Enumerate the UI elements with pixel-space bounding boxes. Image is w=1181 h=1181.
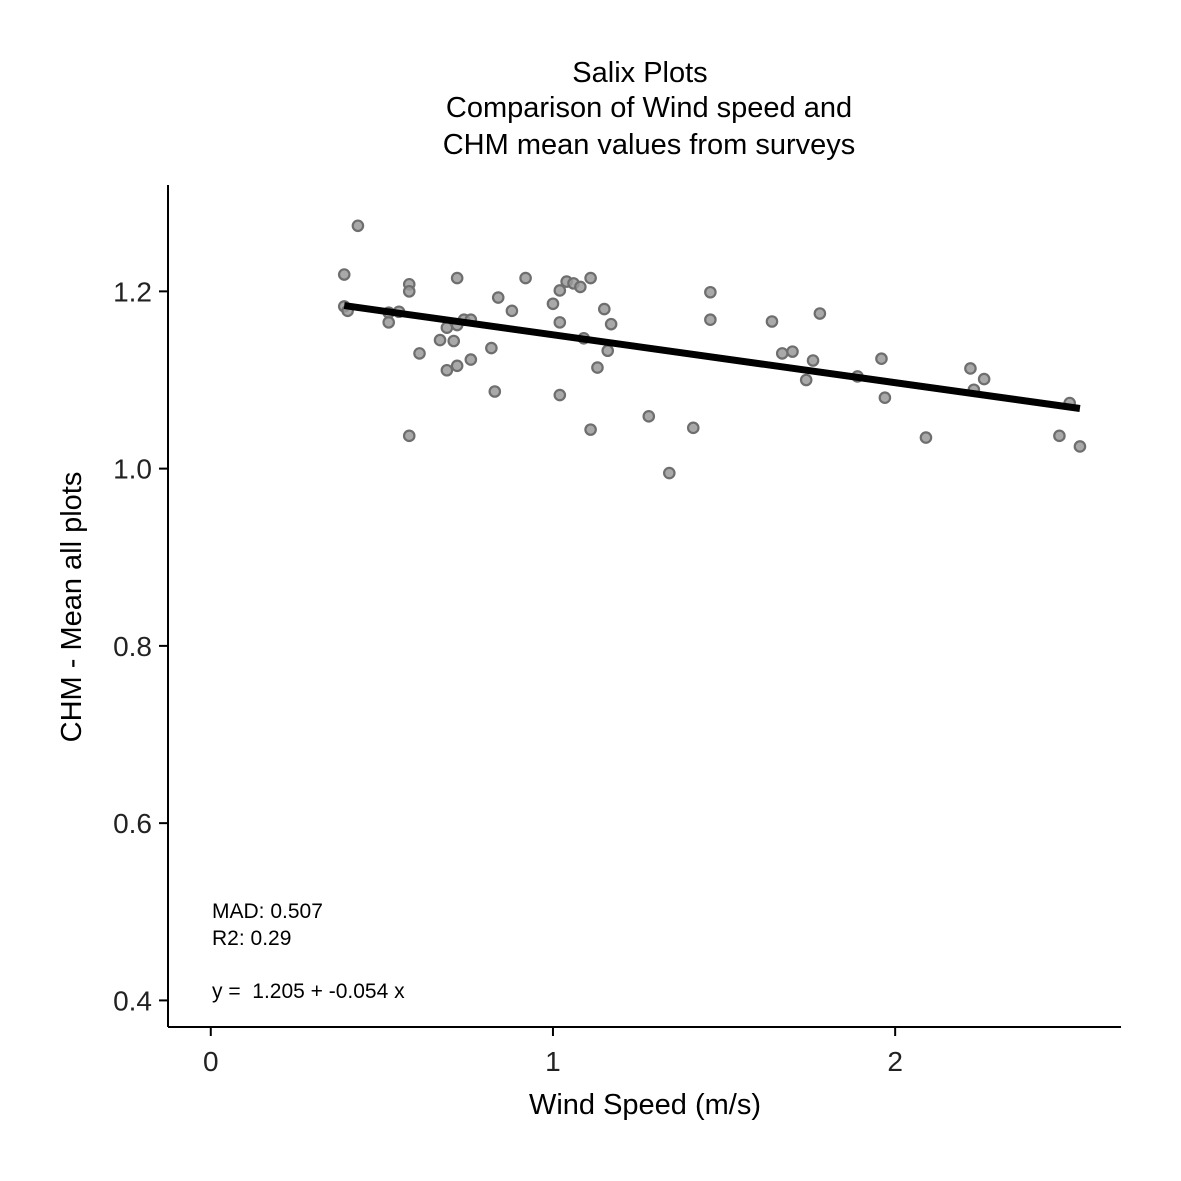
data-point <box>704 313 717 327</box>
x-tick-label: 2 <box>887 1046 903 1077</box>
data-point <box>337 268 351 281</box>
data-point <box>875 352 888 366</box>
data-point <box>584 423 597 436</box>
y-tick-label: 1.2 <box>113 276 152 307</box>
data-point <box>440 321 454 334</box>
data-point <box>433 333 447 347</box>
x-tick-label: 1 <box>545 1046 561 1077</box>
data-point <box>964 362 977 375</box>
data-point <box>382 316 396 329</box>
data-point <box>919 431 933 444</box>
data-point <box>505 304 519 318</box>
x-tick-label: 0 <box>203 1046 219 1077</box>
chart-title: Salix Plots Comparison of Wind speed and… <box>443 57 856 161</box>
data-point <box>977 372 991 386</box>
data-point <box>447 334 461 348</box>
data-point <box>601 344 615 358</box>
data-point <box>413 347 426 360</box>
data-point <box>574 280 587 294</box>
data-point <box>1053 429 1066 443</box>
data-point <box>402 285 416 298</box>
data-point <box>878 391 892 405</box>
equation-annotation: y = 1.205 + -0.054 x <box>212 980 405 1003</box>
data-point <box>402 429 416 443</box>
data-point <box>604 317 618 331</box>
data-point <box>686 421 700 435</box>
chart-title-line-1: Salix Plots <box>572 57 707 89</box>
x-axis-label: Wind Speed (m/s) <box>529 1089 761 1121</box>
y-tick-label: 0.6 <box>113 808 152 839</box>
data-point <box>1073 440 1087 453</box>
data-point <box>351 219 365 233</box>
data-point <box>775 347 789 360</box>
data-point <box>519 271 532 285</box>
data-point <box>488 385 502 398</box>
data-point <box>491 291 505 304</box>
data-point <box>591 361 604 374</box>
data-point <box>553 284 567 297</box>
data-point <box>546 297 560 311</box>
data-point <box>553 388 567 402</box>
data-point <box>786 345 799 358</box>
y-tick-label: 1.0 <box>113 454 152 485</box>
r2-annotation: R2: 0.29 <box>212 927 291 950</box>
regression-line <box>343 302 1081 412</box>
chart-title-line-3: CHM mean values from surveys <box>443 129 856 161</box>
mad-annotation: MAD: 0.507 <box>212 900 323 923</box>
y-axis-label: CHM - Mean all plots <box>56 472 88 743</box>
data-point <box>765 315 779 328</box>
stats-annotation: MAD: 0.507 R2: 0.29 y = 1.205 + -0.054 x <box>212 900 405 1003</box>
data-point <box>450 359 464 373</box>
data-point <box>642 410 656 423</box>
data-point <box>704 285 717 299</box>
data-point <box>813 307 827 320</box>
data-point <box>485 341 498 355</box>
regression-line-group <box>343 302 1081 412</box>
data-point <box>799 373 813 387</box>
data-point <box>597 302 611 316</box>
y-tick-label: 0.8 <box>113 631 152 662</box>
data-point <box>440 363 454 377</box>
data-point <box>663 466 676 480</box>
data-point <box>806 354 820 367</box>
data-point <box>584 271 597 285</box>
data-point <box>553 316 567 329</box>
y-tick-label: 0.4 <box>113 985 152 1016</box>
data-point <box>450 271 464 285</box>
data-point <box>464 353 478 366</box>
axes: 0 1 2 0.4 0.6 0.8 1.0 1.2 <box>113 185 1121 1077</box>
chart-title-line-2: Comparison of Wind speed and <box>446 92 852 124</box>
data-points <box>337 219 1087 480</box>
